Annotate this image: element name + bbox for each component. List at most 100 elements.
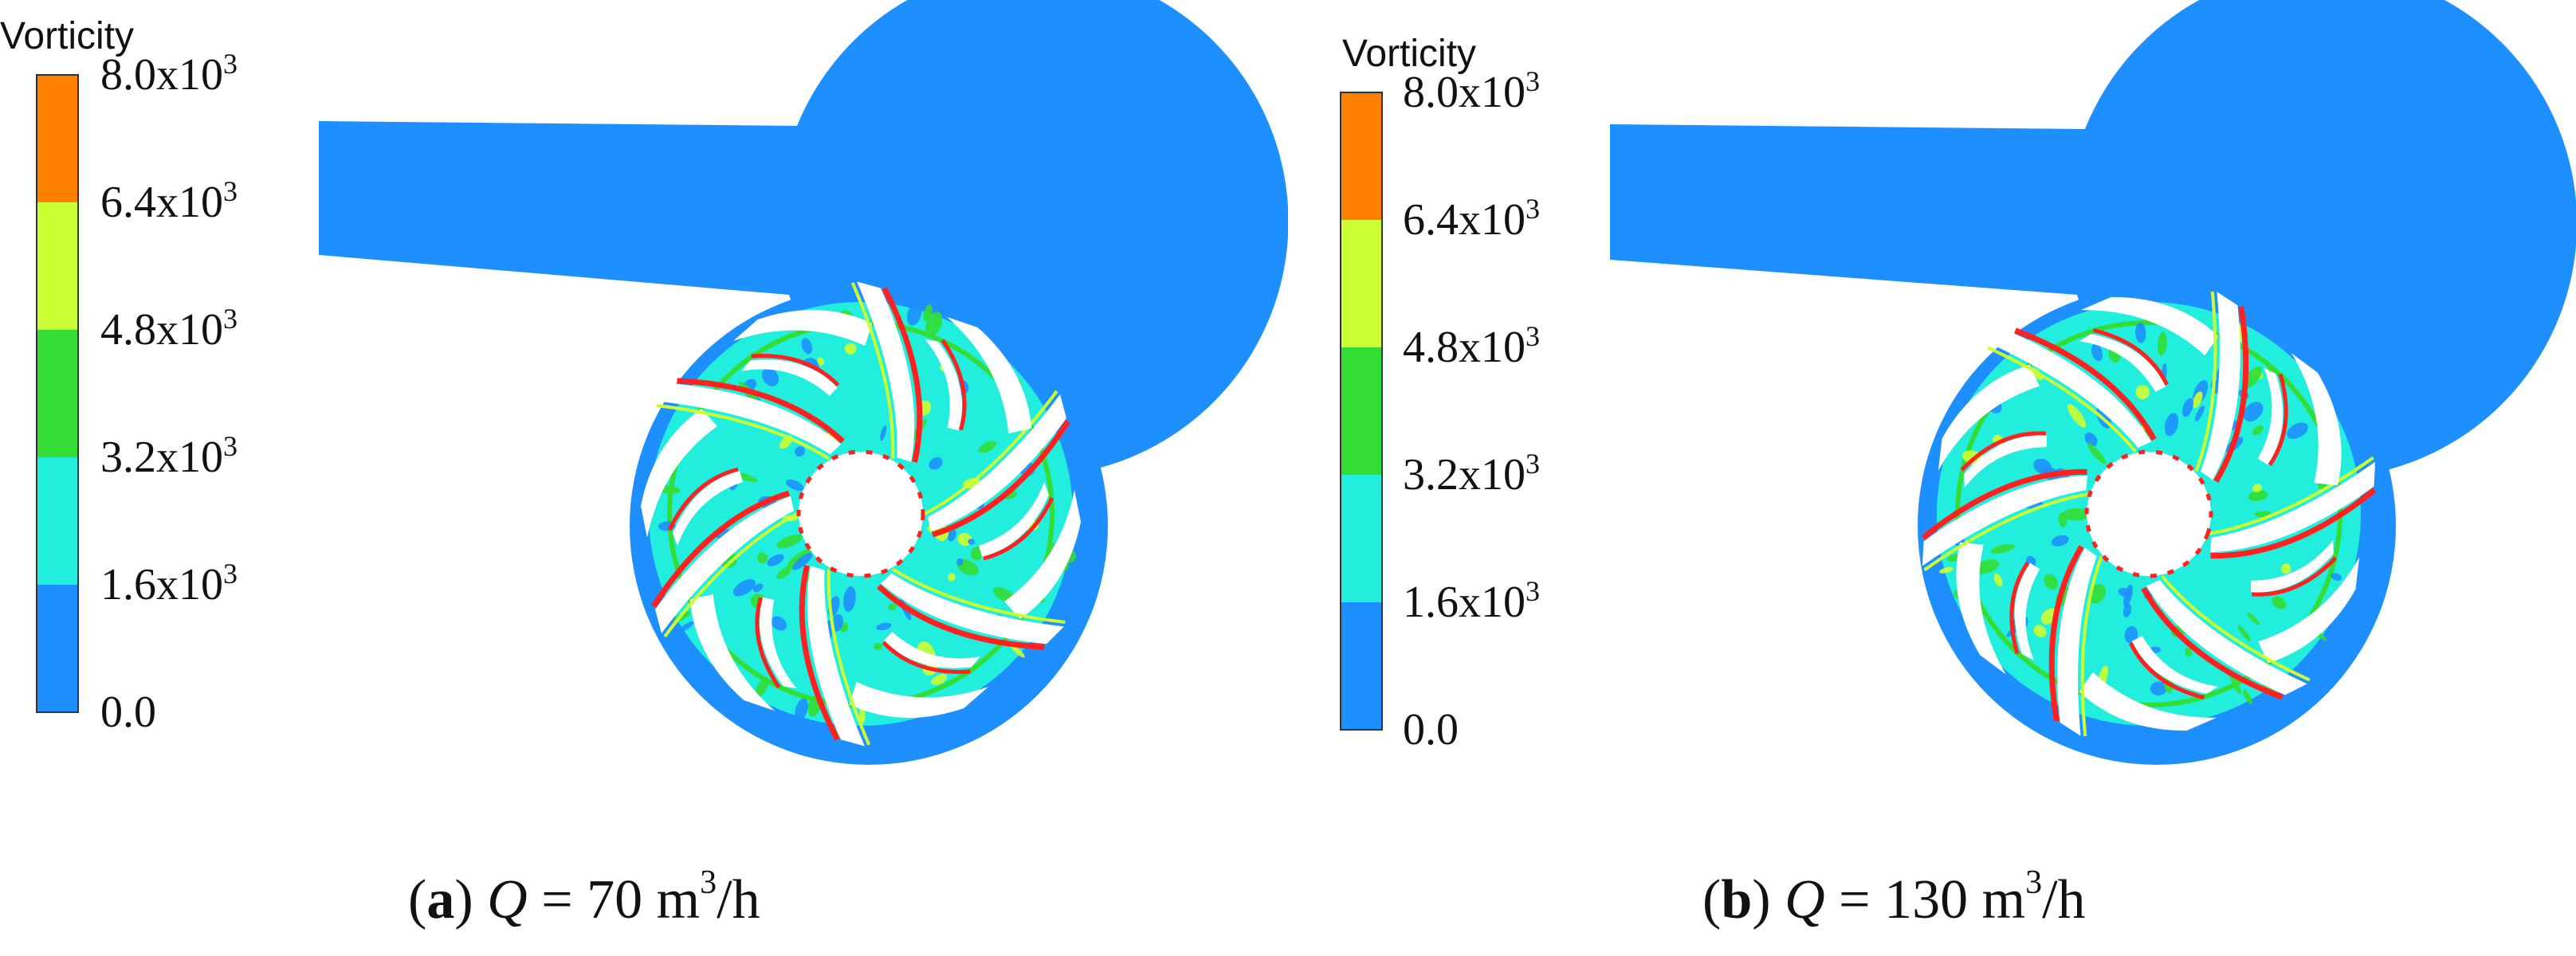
vorticity-spot <box>787 549 811 568</box>
moderate-vorticity-streak <box>850 282 895 459</box>
colorbar-tick-label: 1.6x103 <box>1403 575 1540 627</box>
high-vorticity-streak <box>983 496 1054 561</box>
outer-gap <box>849 681 988 718</box>
blade-passage-gap <box>1922 475 2088 566</box>
vorticity-spot <box>831 613 843 632</box>
colorbar-title: Vorticity <box>0 15 135 57</box>
blade-passage-gap <box>2209 461 2376 553</box>
blade-passage-gap <box>928 394 1066 531</box>
high-vorticity-streak <box>877 584 1045 650</box>
vorticity-spot <box>755 677 769 699</box>
vorticity-spot <box>2252 425 2264 436</box>
high-vorticity-streak <box>2268 373 2288 466</box>
high-vorticity-streak <box>2210 488 2377 559</box>
vorticity-spot <box>1990 543 2016 554</box>
splitter-gap <box>884 632 980 668</box>
moderate-vorticity-streak <box>2194 291 2217 472</box>
vorticity-spot <box>2164 413 2179 437</box>
vorticity-spot <box>931 674 948 686</box>
high-vorticity-streak <box>2092 327 2170 386</box>
blade-passage-gap <box>807 566 865 746</box>
caption-label: b <box>1721 869 1753 931</box>
colorbar-tick-label: 0.0 <box>100 688 156 737</box>
vorticity-spot <box>956 558 964 566</box>
moderate-vorticity-streak <box>924 390 1058 515</box>
outer-gap <box>2291 353 2342 486</box>
colorbar-tick-label: 3.2x103 <box>100 430 238 482</box>
vorticity-spot <box>2122 603 2132 617</box>
blade-passage <box>656 310 873 460</box>
vorticity-spot <box>2248 489 2268 502</box>
splitter-gap <box>1964 435 2048 488</box>
pump-contour-b <box>1340 0 2576 765</box>
high-vorticity-streak <box>1960 431 2047 472</box>
high-vorticity-streak <box>755 597 781 689</box>
vorticity-spot <box>2118 587 2132 598</box>
blade-passage-gap <box>655 496 794 633</box>
vorticity-spot <box>968 539 976 545</box>
blade-passage <box>2194 291 2342 486</box>
splitter-gap <box>673 471 743 546</box>
blade-passage-gap <box>857 281 915 462</box>
vorticity-spot <box>771 616 787 631</box>
colorbar-tick-label: 4.8x103 <box>1403 320 1540 372</box>
vorticity-spot <box>2185 647 2192 657</box>
outer-gap <box>947 316 1032 434</box>
vorticity-spot <box>2182 398 2194 417</box>
colorbar-tick-label: 8.0x103 <box>100 48 238 100</box>
vorticity-spot <box>795 698 808 722</box>
high-vorticity-streak <box>940 339 967 431</box>
colorbar-tick-label: 8.0x103 <box>1403 65 1540 117</box>
vorticity-spot <box>843 586 856 613</box>
vorticity-spot <box>929 456 943 470</box>
splitter-gap <box>2079 334 2166 392</box>
vorticity-spot <box>2062 507 2091 521</box>
blade-passage <box>1956 542 2103 737</box>
outer-gap <box>641 409 717 538</box>
splitter-gap <box>2250 540 2334 593</box>
moderate-vorticity-streak <box>656 403 831 460</box>
high-vorticity-streak <box>2141 586 2283 700</box>
outer-gap <box>2258 557 2360 664</box>
high-vorticity-streak <box>677 378 845 444</box>
colorbar-tick-label: 1.6x103 <box>100 558 238 609</box>
vorticity-spot <box>880 425 887 441</box>
vorticity-spot <box>888 603 897 610</box>
colorbar-segment <box>1341 347 1382 475</box>
colorbar-segment <box>1341 220 1382 347</box>
vorticity-spot <box>2124 625 2138 644</box>
splitter-gap <box>925 339 963 431</box>
splitter-gap <box>2257 367 2283 465</box>
blade-passage <box>2209 456 2377 664</box>
vorticity-spot <box>761 367 779 386</box>
caption-unit: /h <box>717 869 760 931</box>
high-vorticity-streak <box>2009 562 2030 655</box>
high-vorticity-streak <box>799 565 840 741</box>
blade-passage <box>641 409 798 638</box>
high-vorticity-streak <box>651 490 791 608</box>
outer-gap <box>733 310 873 347</box>
high-vorticity-streak <box>2251 556 2338 597</box>
caption-q-symbol: Q <box>1785 869 1825 931</box>
vorticity-spot <box>874 643 882 650</box>
splitter-gap <box>759 597 797 689</box>
colorbar-segment <box>37 330 78 457</box>
vorticity-spot <box>795 446 805 457</box>
blade-passage <box>689 565 871 746</box>
high-vorticity-streak <box>2128 642 2205 700</box>
vorticity-spot <box>2067 404 2087 428</box>
vorticity-spot <box>2244 366 2263 388</box>
moderate-vorticity-streak <box>827 569 871 746</box>
moderate-vorticity-streak <box>2209 456 2374 535</box>
caption-b: (b) Q = 130 m3/h <box>1702 864 2086 931</box>
outer-gap <box>1004 490 1081 619</box>
high-vorticity-streak <box>882 287 923 463</box>
impeller <box>1921 291 2377 737</box>
moderate-vorticity-streak <box>1923 492 2089 572</box>
splitter-gap <box>741 359 838 396</box>
impeller-eye <box>796 449 925 578</box>
vorticity-spot <box>2135 322 2146 343</box>
moderate-vorticity-streak <box>1987 346 2137 453</box>
vorticity-spot <box>947 573 956 582</box>
